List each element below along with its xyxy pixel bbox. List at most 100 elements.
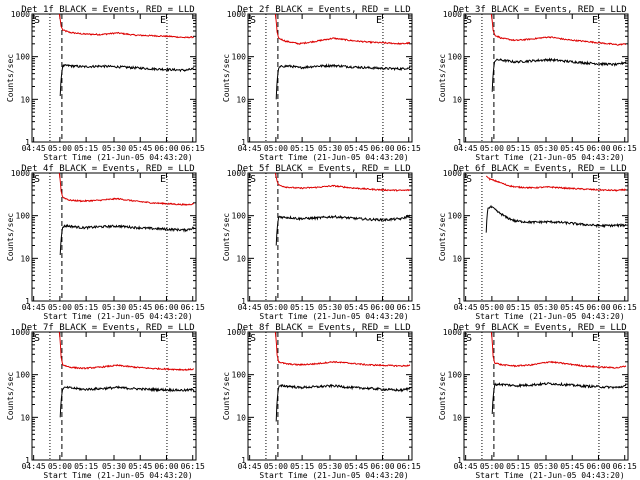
x-axis-label: Start Time (21-Jun-05 04:43:20) (259, 312, 408, 321)
series-events-line (275, 63, 411, 100)
x-tick-label: 05:45 (344, 462, 368, 471)
x-tick-label: 05:00 (48, 303, 72, 312)
series-lld-line (490, 13, 627, 46)
series-events-line (59, 385, 195, 418)
x-tick-label: 06:00 (370, 144, 394, 153)
x-tick-label: 06:15 (613, 303, 637, 312)
x-tick-label: 06:00 (154, 303, 178, 312)
y-axis-label: Counts/sec (222, 372, 231, 420)
x-tick-label: 05:30 (318, 303, 342, 312)
x-tick-label: 06:00 (154, 144, 178, 153)
x-tick-label: 05:30 (102, 303, 126, 312)
y-axis-label: Counts/sec (222, 54, 231, 102)
x-tick-label: 04:45 (22, 462, 46, 471)
plot-frame (31, 331, 197, 461)
x-axis-label: Start Time (21-Jun-05 04:43:20) (475, 153, 624, 162)
x-tick-label: 05:15 (290, 303, 314, 312)
x-tick-label: 04:45 (238, 303, 262, 312)
x-axis-label: Start Time (21-Jun-05 04:43:20) (43, 153, 192, 162)
y-tick-label: 100 (232, 212, 247, 221)
x-tick-label: 05:15 (506, 462, 530, 471)
y-tick-label: 100 (16, 212, 31, 221)
x-tick-label: 05:15 (74, 462, 98, 471)
y-tick-label: 100 (448, 371, 463, 380)
series-lld-line (58, 172, 195, 207)
x-axis-label: Start Time (21-Jun-05 04:43:20) (43, 471, 192, 480)
x-tick-label: 06:00 (370, 462, 394, 471)
x-tick-label: 04:45 (22, 144, 46, 153)
y-tick-label: 100 (16, 371, 31, 380)
y-tick-label: 1 (241, 456, 246, 465)
series-lld-line (58, 13, 195, 39)
panel-title: Det 6f BLACK = Events, RED = LLD (453, 164, 626, 174)
x-tick-label: 05:30 (102, 462, 126, 471)
x-tick-label: 05:00 (480, 303, 504, 312)
y-tick-label: 1 (241, 138, 246, 147)
x-tick-label: 05:00 (480, 462, 504, 471)
y-tick-label: 10 (452, 95, 462, 104)
end-marker-label: E (376, 174, 382, 185)
panel-title: Det 9f BLACK = Events, RED = LLD (453, 323, 626, 333)
start-marker-label: S (250, 15, 256, 26)
series-events-line (491, 57, 627, 92)
panel-det-6f: Det 6f BLACK = Events, RED = LLD 1 10 100 10… (438, 164, 637, 321)
x-tick-label: 05:45 (560, 303, 584, 312)
panel-det-4f: Det 4f BLACK = Events, RED = LLD 1 10 100 10… (6, 164, 205, 321)
x-tick-label: 04:45 (238, 462, 262, 471)
series-events-line (275, 383, 411, 422)
x-tick-label: 06:15 (397, 144, 421, 153)
panel-det-8f: Det 8f BLACK = Events, RED = LLD 1 10 100 10… (222, 323, 421, 480)
y-tick-label: 1000 (443, 169, 462, 178)
y-axis-label: Counts/sec (438, 54, 447, 102)
x-axis-label: Start Time (21-Jun-05 04:43:20) (259, 153, 408, 162)
panel-det-9f: Det 9f BLACK = Events, RED = LLD 1 10 100 10… (438, 323, 637, 480)
series-events-line (485, 204, 627, 233)
start-marker-label: S (34, 174, 40, 185)
series-events-line (275, 214, 411, 246)
y-tick-label: 10 (20, 95, 30, 104)
start-marker-label: S (466, 15, 472, 26)
y-axis-label: Counts/sec (6, 372, 15, 420)
panel-title: Det 2f BLACK = Events, RED = LLD (237, 5, 410, 15)
x-axis-label: Start Time (21-Jun-05 04:43:20) (43, 312, 192, 321)
y-tick-label: 1000 (443, 328, 462, 337)
series-lld-line (274, 13, 411, 46)
x-tick-label: 05:45 (344, 303, 368, 312)
series-lld-line (490, 331, 627, 369)
y-tick-label: 100 (448, 53, 463, 62)
plot-frame (463, 172, 629, 302)
x-tick-label: 05:45 (344, 144, 368, 153)
x-tick-label: 06:00 (586, 144, 610, 153)
x-tick-label: 06:15 (397, 462, 421, 471)
y-tick-label: 10 (236, 95, 246, 104)
x-axis-label: Start Time (21-Jun-05 04:43:20) (475, 471, 624, 480)
x-tick-label: 05:15 (290, 144, 314, 153)
x-tick-label: 05:00 (264, 303, 288, 312)
x-tick-label: 05:30 (534, 303, 558, 312)
x-tick-label: 04:45 (238, 144, 262, 153)
panel-det-5f: Det 5f BLACK = Events, RED = LLD 1 10 100 10… (222, 164, 421, 321)
y-axis-label: Counts/sec (6, 54, 15, 102)
x-tick-label: 06:00 (586, 462, 610, 471)
x-tick-label: 04:45 (454, 144, 478, 153)
plot-frame (247, 172, 413, 302)
plot-frame (463, 13, 629, 143)
x-tick-label: 05:00 (480, 144, 504, 153)
series-lld-line (274, 331, 411, 368)
series-lld-line (274, 172, 410, 192)
x-tick-label: 05:15 (506, 303, 530, 312)
panel-title: Det 4f BLACK = Events, RED = LLD (21, 164, 194, 174)
y-axis-label: Counts/sec (6, 213, 15, 261)
x-tick-label: 05:00 (48, 462, 72, 471)
start-marker-label: S (250, 333, 256, 344)
panel-det-7f: Det 7f BLACK = Events, RED = LLD 1 10 100 10… (6, 323, 205, 480)
y-tick-label: 1 (241, 297, 246, 306)
y-tick-label: 100 (448, 212, 463, 221)
plot-frame (247, 331, 413, 461)
end-marker-label: E (376, 15, 382, 26)
start-marker-label: S (34, 15, 40, 26)
x-tick-label: 06:00 (370, 303, 394, 312)
panel-title: Det 5f BLACK = Events, RED = LLD (237, 164, 410, 174)
y-tick-label: 1000 (443, 10, 462, 19)
series-events-line (491, 381, 627, 415)
